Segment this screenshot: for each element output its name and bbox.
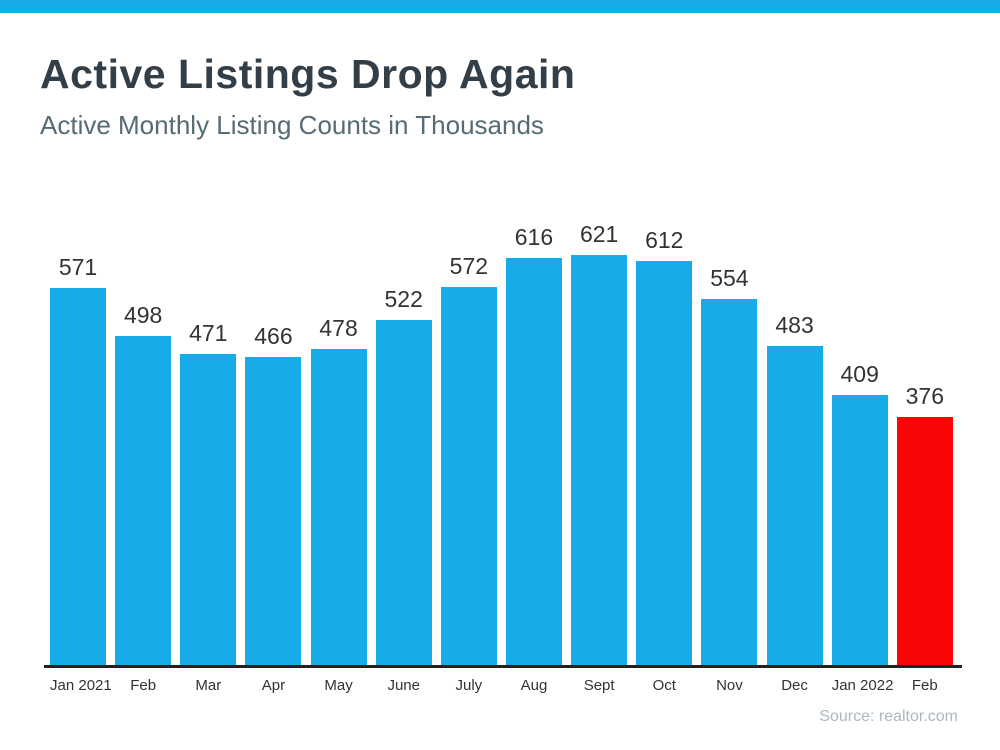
bar [50, 288, 106, 666]
bar-column: 554 [701, 265, 758, 666]
x-axis-label: Feb [911, 677, 938, 695]
month-labels: Jan 2021 Feb Mar Apr May June July Aug Sept Oct No… [50, 668, 953, 694]
bar-column: 478 [310, 315, 367, 666]
bar-column: 522 [375, 286, 432, 666]
bar-column: 616 [505, 224, 562, 666]
bar-value-label: 616 [514, 224, 554, 251]
top-accent-stripe [0, 0, 1000, 13]
bar-value-label: 376 [905, 383, 945, 410]
bar [180, 354, 237, 666]
x-axis-label: Sept [583, 677, 615, 695]
bar-column: 498 [115, 302, 172, 666]
bar-value-label: 572 [449, 253, 489, 280]
bar [440, 287, 497, 666]
bar-chart: 571 498 471 466 478 522 572 616 621 612 554 483 409 3… [44, 221, 962, 694]
bar [571, 255, 628, 666]
bar-column: 466 [245, 323, 302, 666]
x-axis-label: Jan 2021 [50, 677, 112, 695]
bar [766, 346, 823, 666]
x-axis-label: Dec [781, 677, 808, 695]
x-axis-label: Oct [652, 677, 676, 695]
bar [701, 299, 758, 666]
bar-value-label: 483 [775, 312, 814, 339]
x-axis-label: May [324, 677, 353, 695]
bar-column: 409 [831, 361, 888, 666]
chart-subtitle: Active Monthly Listing Counts in Thousan… [40, 110, 544, 141]
bar-value-label: 554 [710, 265, 749, 292]
bar-column: 376 [896, 383, 953, 666]
bar-column: 571 [50, 254, 106, 666]
bar [636, 261, 693, 666]
x-axis-label: Mar [195, 677, 222, 695]
bar-column: 572 [440, 253, 497, 666]
bar-value-label: 621 [579, 221, 619, 248]
bar-column: 483 [766, 312, 823, 666]
bar-column: 612 [636, 227, 693, 666]
bar-column: 621 [571, 221, 628, 666]
bar [245, 357, 302, 666]
bar-value-label: 478 [319, 315, 358, 342]
bar-value-label: 471 [189, 320, 228, 347]
bar-value-label: 466 [254, 323, 293, 350]
x-axis-label: Apr [261, 677, 286, 695]
x-axis-label: Nov [716, 677, 743, 695]
x-axis-label: June [387, 677, 420, 695]
bar-value-label: 522 [384, 286, 423, 313]
x-axis-label: July [455, 677, 483, 695]
bar-value-label: 498 [123, 302, 163, 329]
bar [505, 258, 562, 666]
x-axis-label: Feb [130, 677, 157, 695]
bar-value-label: 612 [645, 227, 684, 254]
bar [310, 349, 367, 666]
x-axis-label: Jan 2022 [831, 677, 894, 695]
bar [375, 320, 432, 666]
x-axis-line [44, 665, 962, 669]
source-attribution: Source: realtor.com [819, 708, 958, 726]
bar [115, 336, 172, 666]
x-axis-label: Aug [520, 677, 548, 695]
bar-plot: 571 498 471 466 478 522 572 616 621 612 554 483 409 3… [50, 221, 953, 666]
bar [831, 395, 888, 666]
chart-page: Active Listings Drop Again Active Monthl… [0, 51, 1000, 726]
bar-highlighted [896, 417, 953, 666]
chart-title: Active Listings Drop Again [40, 51, 576, 97]
bar-column: 471 [180, 320, 237, 666]
bar-value-label: 409 [840, 361, 879, 388]
bar-value-label: 571 [58, 254, 98, 281]
